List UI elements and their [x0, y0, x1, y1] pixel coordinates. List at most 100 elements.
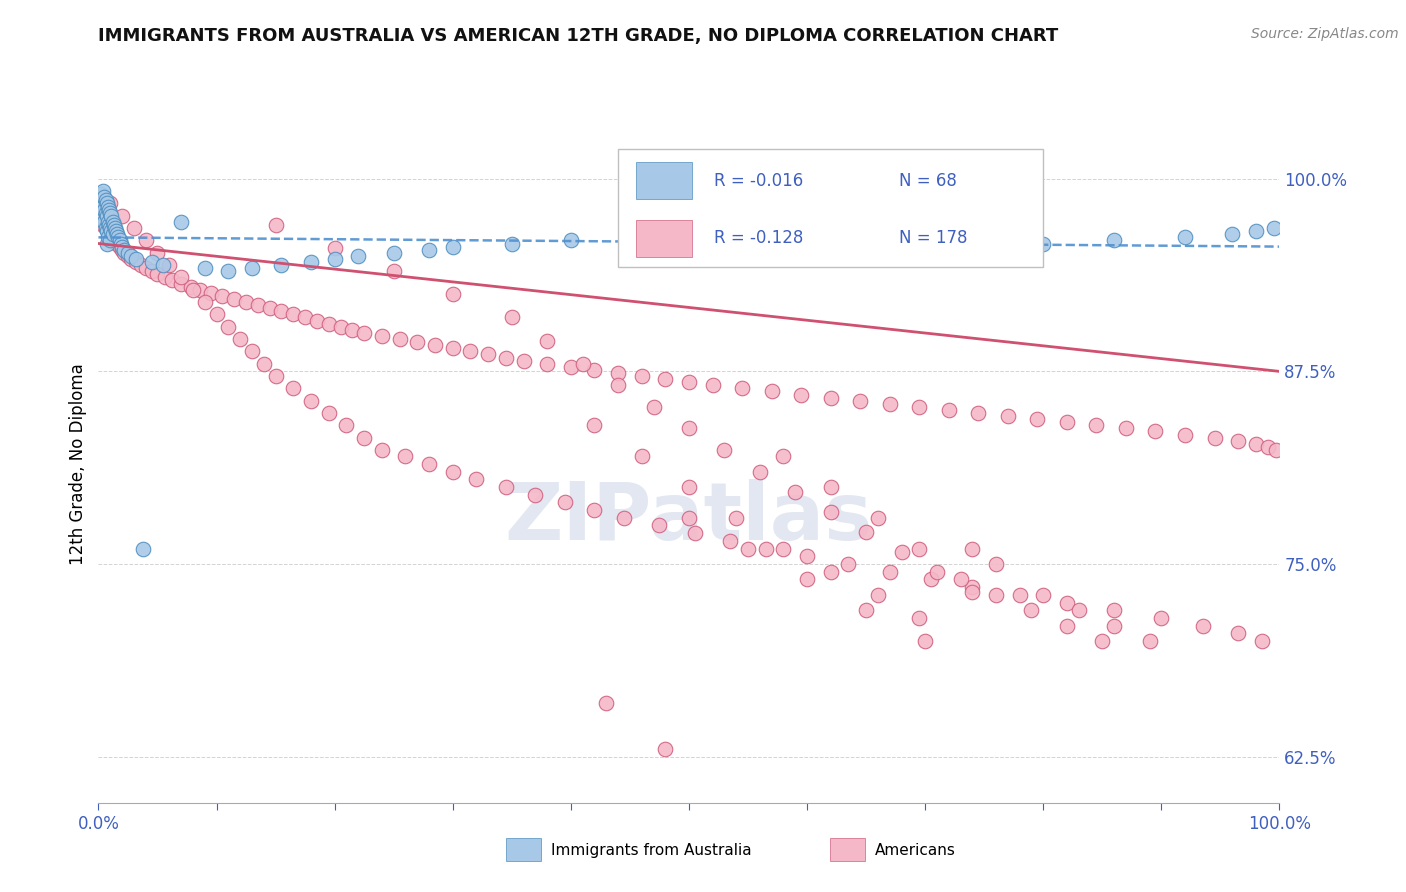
- Point: [188, 283, 211, 297]
- Point: [501, 236, 523, 251]
- Point: [1021, 603, 1043, 617]
- Point: [678, 480, 700, 494]
- Point: [98, 221, 121, 235]
- Point: [103, 218, 125, 232]
- Point: [152, 258, 174, 272]
- Point: [96, 209, 118, 223]
- Point: [607, 366, 630, 380]
- Point: [98, 218, 121, 232]
- Point: [1067, 603, 1090, 617]
- Point: [299, 255, 322, 269]
- Point: [1227, 434, 1250, 448]
- Point: [97, 230, 120, 244]
- Point: [678, 227, 700, 242]
- Point: [318, 406, 340, 420]
- Point: [180, 279, 202, 293]
- Point: [112, 245, 135, 260]
- Point: [371, 442, 394, 457]
- Point: [613, 510, 636, 524]
- Point: [820, 505, 842, 519]
- Point: [101, 230, 124, 244]
- Point: [125, 255, 148, 269]
- Point: [1174, 230, 1197, 244]
- Point: [329, 319, 352, 334]
- Point: [748, 465, 770, 479]
- Point: [914, 634, 936, 648]
- Point: [441, 341, 464, 355]
- Point: [796, 573, 818, 587]
- Point: [908, 541, 931, 556]
- Point: [94, 194, 117, 208]
- Point: [1091, 634, 1114, 648]
- Point: [107, 230, 129, 244]
- Point: [224, 292, 246, 306]
- Text: R = -0.016: R = -0.016: [714, 172, 803, 190]
- Point: [90, 187, 112, 202]
- Point: [512, 353, 534, 368]
- Point: [125, 252, 148, 266]
- Point: [94, 205, 117, 219]
- Point: [495, 351, 517, 365]
- Point: [1139, 634, 1161, 648]
- Point: [97, 200, 120, 214]
- Point: [121, 252, 143, 266]
- Point: [98, 227, 121, 242]
- Point: [105, 236, 128, 251]
- Y-axis label: 12th Grade, No Diploma: 12th Grade, No Diploma: [69, 363, 87, 565]
- Point: [595, 696, 617, 710]
- Point: [984, 588, 1007, 602]
- Point: [1257, 440, 1279, 454]
- Point: [229, 332, 252, 346]
- Point: [855, 603, 877, 617]
- Point: [1263, 221, 1285, 235]
- Point: [820, 480, 842, 494]
- Point: [1026, 412, 1049, 426]
- Point: [866, 510, 889, 524]
- Point: [94, 221, 117, 235]
- Point: [98, 205, 121, 219]
- Bar: [636, 219, 693, 257]
- Point: [264, 369, 287, 384]
- Point: [283, 381, 305, 395]
- Point: [181, 283, 204, 297]
- Point: [1144, 425, 1167, 439]
- Point: [785, 484, 807, 499]
- Point: [97, 215, 120, 229]
- Point: [1264, 442, 1286, 457]
- Point: [112, 243, 135, 257]
- Point: [465, 472, 488, 486]
- Point: [91, 194, 114, 209]
- Point: [388, 332, 411, 346]
- Point: [855, 524, 877, 539]
- Point: [93, 211, 115, 225]
- Point: [1008, 588, 1031, 602]
- Point: [108, 239, 131, 253]
- Point: [761, 384, 783, 399]
- Point: [866, 588, 889, 602]
- Point: [270, 258, 292, 272]
- Point: [962, 584, 984, 599]
- Text: Source: ZipAtlas.com: Source: ZipAtlas.com: [1251, 27, 1399, 41]
- Point: [111, 239, 134, 253]
- Point: [524, 488, 547, 502]
- Point: [146, 245, 169, 260]
- Point: [1056, 595, 1078, 609]
- Point: [96, 236, 118, 251]
- Point: [100, 209, 122, 223]
- Point: [755, 541, 778, 556]
- Point: [583, 418, 606, 433]
- Point: [571, 357, 593, 371]
- Point: [117, 249, 139, 263]
- Point: [737, 541, 759, 556]
- Point: [270, 304, 292, 318]
- Point: [91, 205, 114, 219]
- Point: [98, 218, 121, 232]
- Point: [713, 442, 735, 457]
- Point: [91, 211, 114, 225]
- Point: [441, 287, 464, 301]
- Text: Immigrants from Australia: Immigrants from Australia: [551, 843, 752, 857]
- Point: [678, 375, 700, 389]
- Point: [1085, 418, 1108, 433]
- Point: [105, 227, 128, 242]
- Point: [495, 480, 517, 494]
